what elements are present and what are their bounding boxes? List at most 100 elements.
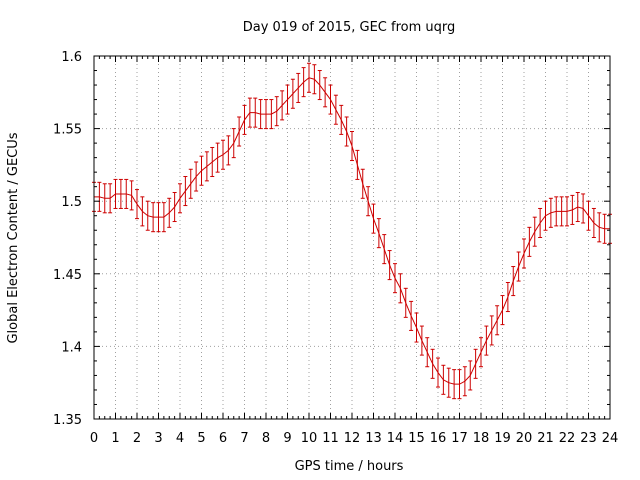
error-bar — [151, 202, 156, 233]
error-bar — [113, 178, 118, 209]
error-bar — [301, 67, 306, 98]
error-bar — [253, 97, 258, 128]
error-bar — [511, 266, 516, 297]
error-bar — [323, 77, 328, 108]
x-tick-label: 17 — [451, 431, 468, 446]
error-bar — [129, 180, 134, 211]
error-bar — [586, 200, 591, 231]
x-tick-label: 20 — [516, 431, 533, 446]
error-bar — [145, 200, 150, 231]
x-tick-label: 9 — [283, 431, 291, 446]
x-tick-label: 22 — [559, 431, 576, 446]
error-bar — [339, 104, 344, 135]
error-bar — [226, 135, 231, 166]
error-bar — [285, 84, 290, 115]
axis-ticks: 0 1 2 3 4 5 6 7 8 9 10 11 12 13 14 15 16 17 18 19 20 21 22 23 24… — [53, 50, 618, 446]
y-tick-label: 1.45 — [53, 268, 82, 283]
error-bar — [97, 181, 102, 212]
error-bar — [581, 193, 586, 224]
x-tick-label: 1 — [111, 431, 119, 446]
error-bar — [371, 203, 376, 234]
error-bar — [247, 97, 252, 128]
error-bar — [591, 207, 596, 238]
error-bar — [210, 146, 215, 178]
error-bar — [457, 369, 462, 400]
x-tick-label: 16 — [430, 431, 447, 446]
error-bar — [414, 312, 419, 343]
error-bar — [548, 197, 553, 228]
x-tick-label: 23 — [580, 431, 597, 446]
error-bar — [312, 64, 317, 95]
error-bar — [393, 263, 397, 294]
error-bar — [178, 183, 182, 214]
y-tick-label: 1.5 — [61, 195, 82, 210]
error-bar — [274, 96, 279, 127]
error-bar — [221, 139, 225, 170]
error-bar — [183, 176, 188, 207]
error-bar — [532, 216, 537, 247]
error-bar — [124, 178, 129, 209]
error-bar — [489, 315, 494, 346]
error-bar — [328, 84, 333, 115]
error-bar — [118, 178, 123, 209]
error-bar — [258, 99, 263, 130]
error-bar — [188, 168, 193, 199]
error-bar — [430, 348, 435, 379]
error-bar — [242, 104, 247, 135]
y-tick-label: 1.55 — [53, 123, 82, 138]
error-bar — [269, 99, 274, 130]
error-bar — [473, 348, 478, 379]
x-tick-label: 18 — [473, 431, 490, 446]
error-bar — [199, 155, 204, 186]
error-bar — [554, 196, 559, 227]
error-bar — [452, 369, 457, 400]
error-bar — [360, 168, 365, 199]
y-axis-label: Global Electron Content / GECUs — [6, 132, 21, 343]
error-bar — [538, 207, 543, 238]
error-bar — [602, 213, 607, 244]
error-bar — [500, 295, 505, 326]
y-tick-label: 1.35 — [53, 413, 82, 428]
x-tick-label: 5 — [197, 431, 205, 446]
x-tick-label: 4 — [176, 431, 184, 446]
error-bar — [344, 116, 349, 147]
error-bar — [366, 186, 371, 217]
error-bar — [441, 364, 446, 395]
error-bar — [102, 183, 107, 214]
error-bar — [140, 196, 145, 227]
error-bar — [296, 72, 301, 103]
error-bar — [522, 238, 526, 269]
error-bar — [172, 191, 177, 223]
x-tick-label: 21 — [537, 431, 554, 446]
error-bar — [317, 70, 322, 101]
x-tick-label: 2 — [133, 431, 141, 446]
error-bar — [527, 226, 532, 257]
error-bar — [307, 62, 311, 93]
x-tick-label: 15 — [408, 431, 425, 446]
x-tick-label: 24 — [602, 431, 619, 446]
x-axis-label: GPS time / hours — [295, 459, 404, 474]
x-tick-label: 19 — [494, 431, 511, 446]
error-bar — [565, 196, 569, 227]
x-tick-label: 10 — [301, 431, 318, 446]
error-bar — [215, 142, 220, 173]
error-bar — [231, 128, 236, 159]
error-bar — [237, 116, 242, 147]
error-bar — [156, 202, 161, 233]
error-bar — [419, 325, 424, 356]
chart-title: Day 019 of 2015, GEC from uqrg — [243, 20, 456, 35]
error-bar — [387, 250, 392, 281]
error-bar — [436, 357, 440, 388]
x-tick-label: 0 — [90, 431, 98, 446]
x-tick-label: 12 — [344, 431, 361, 446]
error-bar — [446, 367, 451, 398]
error-bar — [495, 305, 500, 336]
error-bar — [204, 151, 209, 182]
x-tick-label: 11 — [322, 431, 339, 446]
error-bar — [479, 337, 483, 368]
error-bar — [108, 183, 113, 214]
error-bar — [403, 287, 408, 318]
error-bar — [161, 202, 166, 233]
error-bar — [194, 161, 199, 192]
